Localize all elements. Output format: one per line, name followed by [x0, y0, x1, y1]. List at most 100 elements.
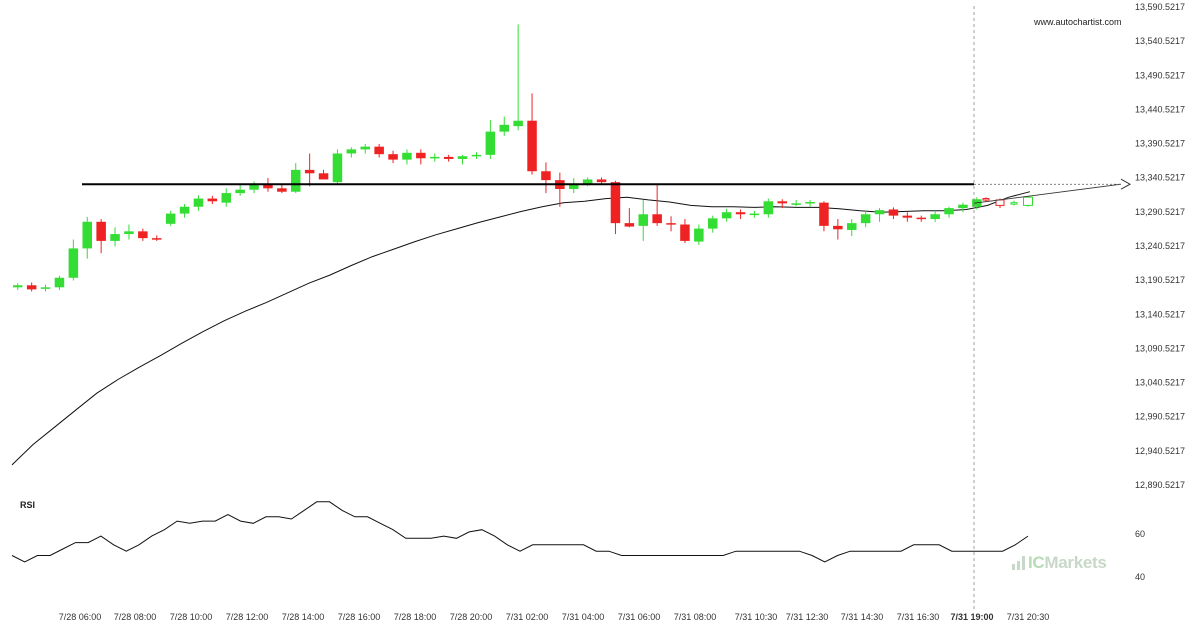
candle-body: [610, 182, 621, 224]
candle-body: [916, 217, 926, 220]
candle: [916, 215, 926, 222]
candle-body: [708, 218, 718, 229]
candle-body: [346, 149, 357, 154]
candle: [874, 208, 885, 222]
candle: [221, 188, 231, 207]
candle-body: [777, 201, 787, 204]
time-tick-label: 7/31 12:30: [786, 612, 829, 622]
candle-body: [388, 154, 398, 160]
candle: [541, 162, 551, 194]
time-tick-label: 7/31 06:00: [618, 612, 661, 622]
candle: [680, 219, 690, 243]
candle: [54, 275, 65, 291]
price-axis-ticks: 13,590.5217 13,540.5217 13,490.5217 13,440.…: [1135, 2, 1185, 490]
time-axis-ticks: 7/28 06:00 7/28 08:00 7/28 10:00 7/28 12:00…: [59, 612, 1050, 622]
candle-body: [596, 179, 607, 183]
candle-body: [763, 201, 774, 215]
candle-body: [457, 156, 468, 159]
candle: [735, 209, 746, 220]
candle-body: [235, 189, 245, 194]
candle-body: [902, 215, 913, 218]
time-tick-label: 7/28 18:00: [394, 612, 437, 622]
candle: [499, 116, 509, 136]
candle-body: [569, 184, 579, 189]
level-line[interactable]: [82, 178, 1132, 204]
candle: [82, 216, 92, 259]
candle-body: [582, 179, 593, 185]
candle: [527, 93, 537, 175]
candle: [374, 143, 384, 158]
candle: [457, 154, 468, 165]
candle: [624, 208, 635, 228]
candle: [847, 219, 857, 237]
candle-body: [888, 209, 899, 216]
time-tick-label: 7/28 12:00: [226, 612, 269, 622]
candle: [207, 195, 218, 205]
candle: [165, 210, 176, 226]
candle-body: [819, 202, 829, 226]
candle-body: [360, 146, 370, 150]
brand-logo: IC Markets: [1012, 552, 1142, 574]
price-tick-label: 13,590.5217: [1135, 2, 1185, 12]
candle-body: [110, 234, 120, 241]
candle-body: [96, 221, 106, 241]
forecast-candles: [982, 195, 1033, 209]
candle: [179, 204, 190, 218]
price-tick-label: 12,890.5217: [1135, 480, 1185, 490]
time-tick-label: 7/28 08:00: [114, 612, 157, 622]
candle-body: [680, 224, 690, 241]
candle: [40, 284, 51, 292]
projection-line: [973, 183, 1122, 204]
candle-body: [749, 213, 760, 216]
candle: [638, 199, 648, 241]
candle: [193, 195, 204, 211]
candle: [721, 208, 732, 222]
price-tick-label: 12,990.5217: [1135, 412, 1185, 422]
candle: [513, 24, 523, 131]
candles[interactable]: [13, 24, 982, 292]
candle-body: [721, 212, 732, 219]
candle: [471, 152, 482, 159]
candle: [430, 153, 440, 162]
time-tick-label: 7/28 16:00: [338, 612, 381, 622]
time-tick-label: 7/31 14:30: [841, 612, 884, 622]
price-tick-label: 13,440.5217: [1135, 104, 1185, 114]
price-tick-label: 13,340.5217: [1135, 173, 1185, 183]
rsi-label: RSI: [20, 500, 35, 510]
candle: [888, 207, 899, 220]
brand-name: Markets: [1044, 553, 1107, 572]
candle-body: [805, 201, 815, 204]
candle-body: [416, 152, 426, 159]
candle: [610, 180, 621, 235]
candle: [944, 206, 954, 218]
candle: [749, 210, 760, 218]
candle: [833, 219, 843, 240]
candle: [708, 215, 718, 233]
candle-body: [485, 131, 496, 155]
candle: [291, 163, 301, 194]
time-tick-label: 7/28 14:00: [282, 612, 325, 622]
candle: [443, 154, 454, 162]
candle-body: [638, 214, 648, 226]
candle: [569, 178, 579, 194]
candle-body: [694, 228, 704, 242]
candle: [652, 183, 662, 226]
candle-body: [471, 154, 482, 157]
candle-body: [263, 184, 273, 189]
forecast-candle: [1010, 200, 1018, 206]
brand-prefix: IC: [1028, 553, 1045, 572]
candle: [152, 235, 162, 241]
forecast-candle: [1023, 195, 1033, 207]
candle: [791, 199, 801, 207]
candle-body: [499, 124, 509, 132]
candle-body: [40, 287, 51, 289]
candle-body: [249, 184, 259, 190]
candle-body: [791, 203, 801, 205]
time-tick-label: 7/31 04:00: [562, 612, 605, 622]
forecast-candle: [982, 197, 990, 202]
time-tick-label: 7/31 02:00: [506, 612, 549, 622]
watermark-url[interactable]: www.autochartist.com: [1033, 17, 1122, 27]
candle-body: [666, 223, 676, 225]
candle: [346, 147, 357, 158]
